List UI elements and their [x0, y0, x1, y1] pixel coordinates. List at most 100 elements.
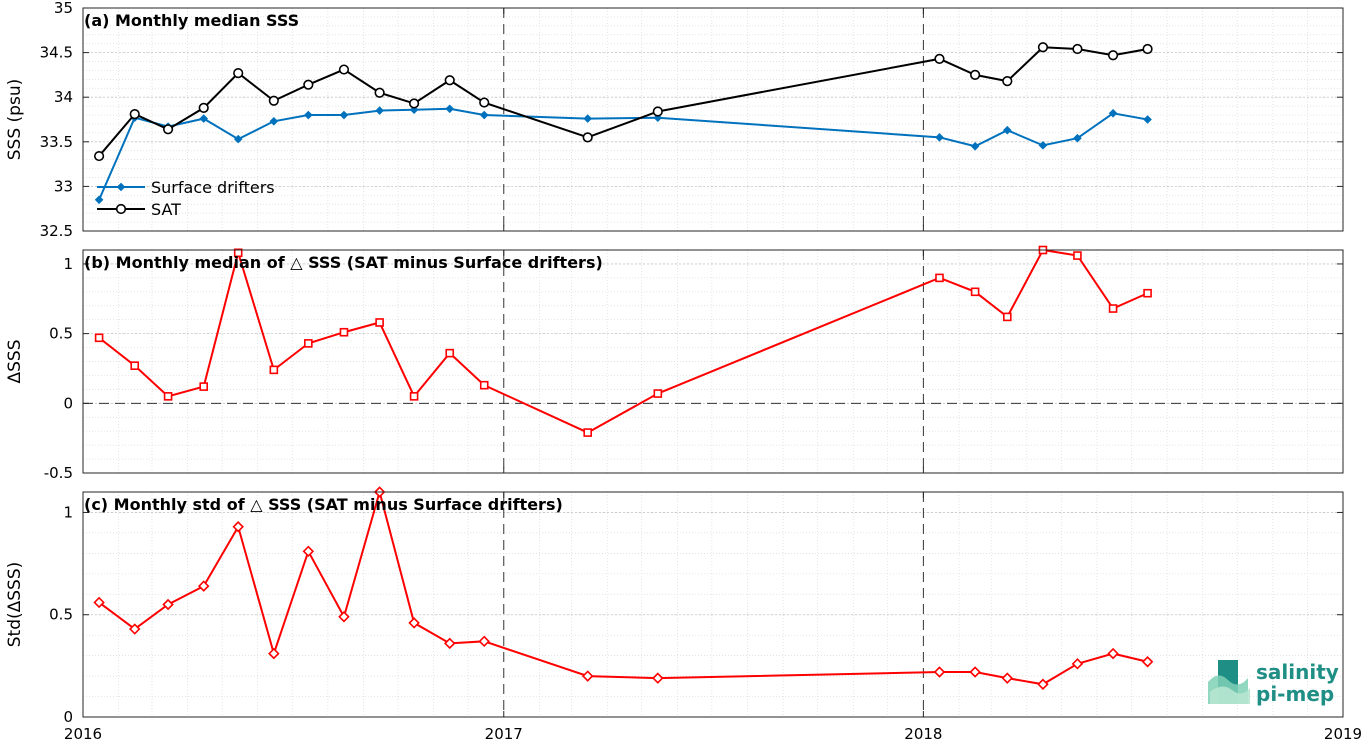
data-point [1142, 43, 1153, 55]
x-tick-label: 2018 [904, 725, 942, 743]
data-point [479, 97, 490, 108]
series-a-1 [93, 42, 1153, 162]
series-c-0 [93, 486, 1154, 691]
data-point [93, 150, 105, 162]
legend-label: SAT [151, 200, 181, 219]
data-point [934, 53, 945, 64]
data-point [445, 104, 455, 114]
panel-c: 0 0.5 1 2016 2017 2018 2019 (c) Monthly std of … [5, 486, 1362, 743]
data-point [1141, 656, 1154, 668]
data-point [581, 670, 594, 682]
data-point [408, 98, 420, 109]
data-point [339, 110, 349, 120]
series-b-0 [94, 245, 1152, 437]
data-point [94, 333, 104, 343]
data-point [232, 521, 244, 533]
data-point [1072, 43, 1083, 55]
data-point [933, 666, 946, 678]
data-point [1038, 141, 1048, 150]
panel-c-frame [82, 491, 1344, 718]
data-point [935, 133, 944, 142]
data-point [199, 382, 209, 391]
data-point [1003, 125, 1012, 135]
data-point [233, 134, 243, 144]
data-point [338, 611, 350, 623]
panel-c-title: (c) Monthly std of △ SSS (SAT minus Surf… [84, 495, 563, 514]
data-point [375, 106, 384, 115]
data-point [163, 392, 173, 401]
data-point [583, 114, 592, 123]
x-tick-label: 2019 [1324, 725, 1362, 743]
data-point [339, 327, 349, 337]
data-point [969, 666, 981, 678]
data-point [197, 580, 210, 592]
salinity-pi-mep-logo: salinity pi-mep [1208, 660, 1339, 706]
y-tick-label: 34 [54, 88, 73, 106]
data-point [582, 132, 593, 143]
data-point [652, 672, 664, 684]
logo-line1: salinity [1256, 660, 1339, 684]
data-point [304, 339, 313, 348]
y-tick-label: 0 [63, 394, 73, 412]
y-tick-label: 33.5 [40, 133, 73, 151]
y-tick-label: 1 [63, 255, 73, 273]
panel-a-background [83, 8, 1343, 231]
data-point [162, 124, 174, 135]
panel-b-ylabel: ΔSSS [5, 339, 25, 383]
data-point [1107, 50, 1119, 61]
panel-a-title: (a) Monthly median SSS [84, 11, 299, 30]
data-point [1073, 251, 1082, 260]
data-point [233, 68, 244, 79]
x-tick-label: 2017 [485, 725, 523, 743]
data-point [970, 69, 981, 80]
data-point [1001, 672, 1014, 684]
panel-a: 32.5 33 33.5 34 34.5 35 (a) Monthly median SSS… [5, 0, 1344, 240]
data-point [304, 110, 313, 120]
y-tick-label: 33 [54, 177, 73, 195]
data-point [1071, 658, 1084, 670]
data-point [408, 617, 420, 629]
data-point [198, 102, 209, 114]
data-point [479, 380, 489, 390]
panel-c-ylabel: Std(ΔSSS) [5, 562, 25, 648]
data-point [1037, 42, 1049, 53]
data-point [93, 596, 105, 609]
data-point [1108, 108, 1118, 118]
data-point [269, 116, 279, 126]
y-tick-label: 0.5 [49, 325, 73, 343]
data-point [1108, 304, 1118, 313]
data-point [1107, 647, 1119, 660]
data-point [338, 64, 350, 75]
panel-b: -0.5 0 0.5 1 (b) Monthly median of △ SSS (SA… [5, 245, 1344, 482]
data-point [444, 75, 455, 86]
data-point [130, 361, 140, 370]
data-point [374, 87, 385, 98]
data-point [409, 392, 419, 401]
data-point [303, 79, 314, 90]
data-point [1073, 133, 1082, 143]
data-point [479, 110, 489, 120]
data-point [1143, 288, 1152, 298]
data-point [478, 635, 490, 648]
y-tick-label: 35 [54, 0, 73, 17]
legend-marker [116, 182, 126, 192]
data-point [970, 141, 980, 151]
data-point [970, 287, 980, 297]
data-point [935, 273, 944, 283]
data-point [375, 318, 384, 327]
data-point [1003, 312, 1012, 322]
panel-c-background [83, 492, 1343, 717]
panel-a-ylabel: SSS (psu) [5, 79, 25, 160]
data-point [1037, 678, 1049, 691]
y-tick-label: -0.5 [44, 464, 73, 482]
data-point [233, 248, 243, 258]
data-point [268, 647, 280, 660]
y-tick-label: 1 [63, 503, 73, 521]
data-point [268, 95, 279, 106]
y-tick-label: 0.5 [49, 606, 73, 624]
data-point [653, 389, 663, 398]
panel-b-title: (b) Monthly median of △ SSS (SAT minus S… [84, 253, 603, 272]
data-point [1143, 115, 1152, 124]
legend-marker [115, 203, 127, 215]
